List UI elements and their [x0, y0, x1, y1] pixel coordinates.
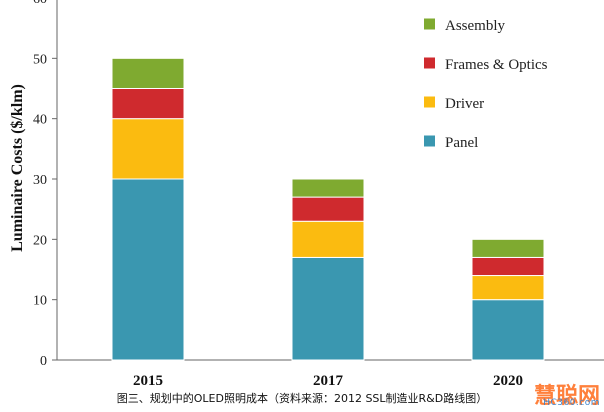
- bar-segment-assembly-2020: [471, 238, 545, 258]
- legend-label-assembly: Assembly: [445, 18, 506, 34]
- y-tick-labels: 0 10 20 30 40 50 60: [33, 0, 47, 369]
- bar-segment-frames-optics-2017: [291, 196, 365, 222]
- legend-swatch-frames-optics: [424, 57, 435, 69]
- x-tick-label-2020: 2020: [493, 373, 523, 389]
- y-tick-label: 40: [33, 113, 47, 128]
- y-tick-label: 50: [33, 52, 47, 67]
- figure-caption: 图三、规划中的OLED照明成本（资料来源：2012 SSL制造业R&D路线图）: [0, 389, 604, 412]
- bar-segment-panel-2015: [111, 178, 185, 361]
- legend-label-panel: Panel: [445, 135, 478, 151]
- bars-group: [111, 57, 545, 361]
- y-tick-label: 20: [33, 233, 47, 248]
- legend-label-driver: Driver: [445, 96, 484, 112]
- bar-segment-assembly-2015: [111, 57, 185, 89]
- x-tick-label-2017: 2017: [313, 373, 344, 389]
- x-tick-label-2015: 2015: [133, 373, 163, 389]
- legend-label-frames-optics: Frames & Optics: [445, 57, 548, 73]
- bar-segment-driver-2020: [471, 275, 545, 301]
- stacked-bar-chart: 0 10 20 30 40 50 60 2015 2017 2020 Luminaire Cos…: [9, 0, 604, 389]
- bar-segment-assembly-2017: [291, 178, 365, 198]
- y-tick-label: 30: [33, 173, 47, 188]
- bar-segment-panel-2017: [291, 256, 365, 361]
- bar-segment-frames-optics-2020: [471, 256, 545, 277]
- bar-segment-driver-2017: [291, 220, 365, 258]
- bar-segment-driver-2015: [111, 118, 185, 180]
- y-tick-label: 0: [40, 354, 47, 369]
- y-tick-label: 10: [33, 294, 47, 309]
- legend-swatch-driver: [424, 96, 435, 108]
- legend-swatch-panel: [424, 135, 435, 147]
- bar-segment-frames-optics-2015: [111, 88, 185, 120]
- y-axis-label: Luminaire Costs ($/klm): [9, 84, 26, 252]
- legend-swatch-assembly: [424, 18, 435, 30]
- y-tick-label: 60: [33, 0, 47, 7]
- bar-segment-panel-2020: [471, 299, 545, 361]
- legend: Assembly Frames & Optics Driver Panel: [424, 18, 548, 151]
- x-tick-labels: 2015 2017 2020: [133, 373, 523, 389]
